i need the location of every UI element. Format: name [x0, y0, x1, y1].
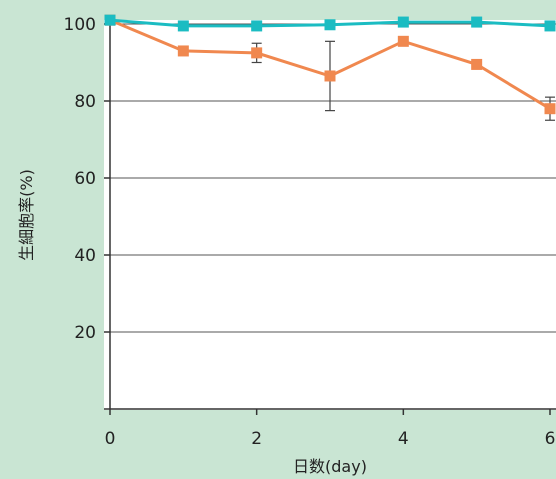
y-tick-label: 80 [74, 92, 96, 112]
x-tick-label: 6 [545, 429, 556, 449]
grid-lines [110, 23, 556, 333]
data-point [471, 58, 483, 70]
y-tick-label: 60 [74, 169, 96, 189]
data-point [177, 20, 189, 32]
data-point [471, 16, 483, 28]
series-1 [104, 14, 556, 32]
data-point [397, 35, 409, 47]
data-point [104, 14, 116, 26]
x-axis-title: 日数(day) [293, 457, 367, 476]
x-tick-label: 4 [398, 429, 409, 449]
data-point [544, 103, 556, 115]
data-point [177, 45, 189, 57]
data-point [251, 47, 263, 59]
y-tick-label: 100 [64, 15, 96, 35]
series-layer [104, 14, 556, 121]
x-tick-label: 2 [251, 429, 262, 449]
y-tick-label: 20 [74, 323, 96, 343]
y-tick-label: 40 [74, 246, 96, 266]
data-point [324, 19, 336, 31]
data-point [397, 16, 409, 28]
y-axis-title: 生細胞率(%) [17, 169, 36, 261]
x-tick-label: 0 [105, 429, 116, 449]
data-point [251, 20, 263, 32]
data-point [544, 20, 556, 32]
data-point [324, 70, 336, 82]
axis-ticks: 20 40 60 80 100 0 2 4 6 [64, 15, 556, 449]
